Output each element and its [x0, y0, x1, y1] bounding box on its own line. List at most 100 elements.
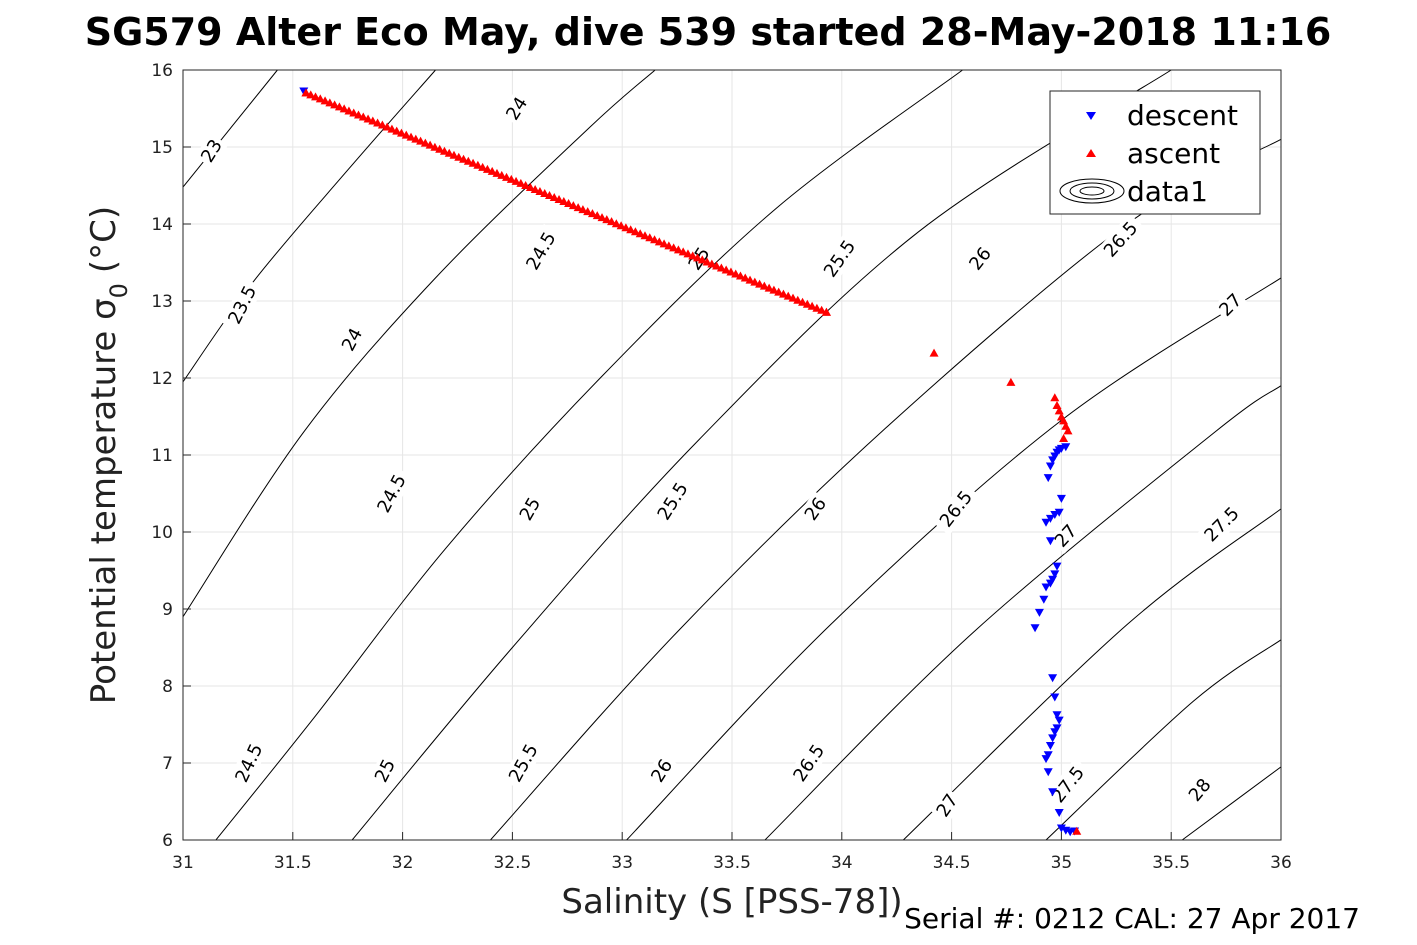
- ascent-point: [683, 249, 693, 258]
- ascent-point: [731, 269, 741, 278]
- contour-label-background: [644, 752, 679, 789]
- descent-point: [1050, 693, 1060, 702]
- ascent-point: [420, 138, 430, 147]
- ascent-point: [511, 176, 521, 185]
- ascent-point: [1059, 434, 1069, 443]
- descent-point: [1056, 824, 1066, 833]
- y-axis-ticks: 6 7 8 9 10 11 12 13 14 15 16: [151, 61, 191, 851]
- ascent-point: [430, 142, 440, 151]
- y-axis-label-subscript: 0: [105, 283, 133, 298]
- descent-point: [1045, 742, 1055, 751]
- y-tick-label: 15: [151, 138, 173, 158]
- ascent-point: [339, 104, 349, 113]
- ascent-point: [597, 213, 607, 222]
- contour-line-25: [351, 69, 1172, 841]
- ascent-point: [807, 301, 817, 310]
- descent-point: [1054, 508, 1064, 517]
- ascent-point: [602, 215, 612, 224]
- ascent-point: [382, 122, 392, 131]
- contour-line-23: [182, 69, 278, 188]
- ascent-point: [449, 150, 459, 159]
- y-axis-label-unit: (°C): [84, 206, 124, 273]
- contour-line-28: [1181, 766, 1282, 841]
- ascent-point: [411, 134, 421, 143]
- contour-label-background: [228, 735, 270, 791]
- ascent-point: [712, 261, 722, 270]
- ascent-point: [473, 160, 483, 169]
- x-tick-label: 33.5: [713, 853, 751, 873]
- ascent-point: [1054, 406, 1064, 415]
- ascent-point: [1063, 426, 1073, 435]
- descent-point: [1048, 674, 1058, 683]
- ascent-point: [783, 291, 793, 300]
- ascent-point: [502, 172, 512, 181]
- y-tick-label: 8: [162, 677, 173, 697]
- y-tick-label: 14: [151, 215, 173, 235]
- legend-descent-marker: [1086, 112, 1096, 120]
- contour-line-26-5: [764, 385, 1282, 841]
- contour-label-background: [221, 277, 264, 333]
- descent-point: [1030, 624, 1040, 633]
- ascent-point: [373, 118, 383, 127]
- contour-line-24-5: [215, 69, 963, 841]
- legend-contour-label: data1: [1127, 175, 1208, 208]
- ascent-point: [1072, 826, 1082, 835]
- ascent-point: [726, 267, 736, 276]
- ascent-point: [607, 217, 617, 226]
- contour-label-background: [785, 736, 832, 790]
- ascent-point: [463, 156, 473, 165]
- ascent-point: [645, 233, 655, 242]
- y-tick-label: 10: [151, 523, 173, 543]
- ascent-point: [778, 289, 788, 298]
- contour-label-background: [798, 491, 833, 527]
- contour-label-background: [930, 787, 965, 824]
- contour-label-background: [500, 90, 534, 127]
- contour-line-27-5: [1045, 639, 1282, 841]
- contour-label-background: [501, 735, 546, 791]
- descent-point: [1043, 768, 1053, 777]
- x-tick-label: 34: [831, 853, 853, 873]
- x-axis-label: Salinity (S [PSS-78]): [561, 882, 902, 922]
- ascent-point: [439, 146, 449, 155]
- contour-label-background: [962, 240, 998, 277]
- ascent-point: [487, 166, 497, 175]
- ascent-point: [516, 178, 526, 187]
- ascent-point: [688, 251, 698, 260]
- ascent-point: [492, 168, 502, 177]
- descent-point: [1034, 608, 1044, 617]
- ascent-point: [817, 305, 827, 314]
- ascent-point: [821, 307, 831, 316]
- ascent-point: [802, 299, 812, 308]
- ascent-point: [392, 126, 402, 135]
- contour-label-background: [1182, 772, 1218, 808]
- ascent-point: [621, 223, 631, 232]
- ascent-point: [611, 219, 621, 228]
- ascent-point: [540, 188, 550, 197]
- chart-title: SG579 Alter Eco May, dive 539 started 28…: [85, 10, 1332, 54]
- descent-point: [1054, 809, 1064, 818]
- y-tick-label: 16: [151, 61, 173, 81]
- ascent-point: [678, 247, 688, 256]
- ascent-point: [774, 287, 784, 296]
- ascent-point: [583, 207, 593, 216]
- y-tick-label: 11: [151, 446, 173, 466]
- ascent-point: [435, 144, 445, 153]
- descent-point: [1041, 518, 1051, 527]
- ascent-point: [664, 241, 674, 250]
- ascent-point: [549, 193, 559, 202]
- ascent-point: [353, 110, 363, 119]
- x-tick-label: 32: [392, 853, 414, 873]
- ascent-point: [750, 277, 760, 286]
- serial-cal-footer: Serial #: 0212 CAL: 27 Apr 2017: [904, 902, 1360, 935]
- ascent-point: [349, 108, 359, 117]
- ascent-point: [306, 90, 316, 99]
- ascent-point: [482, 164, 492, 173]
- contour-line-23-5: [182, 69, 436, 383]
- descent-point: [1043, 474, 1053, 483]
- ascent-point: [459, 154, 469, 163]
- contour-label-background: [368, 753, 402, 789]
- ascent-point: [759, 281, 769, 290]
- ascent-point: [616, 221, 626, 230]
- ascent-point: [478, 162, 488, 171]
- ascent-point: [564, 199, 574, 208]
